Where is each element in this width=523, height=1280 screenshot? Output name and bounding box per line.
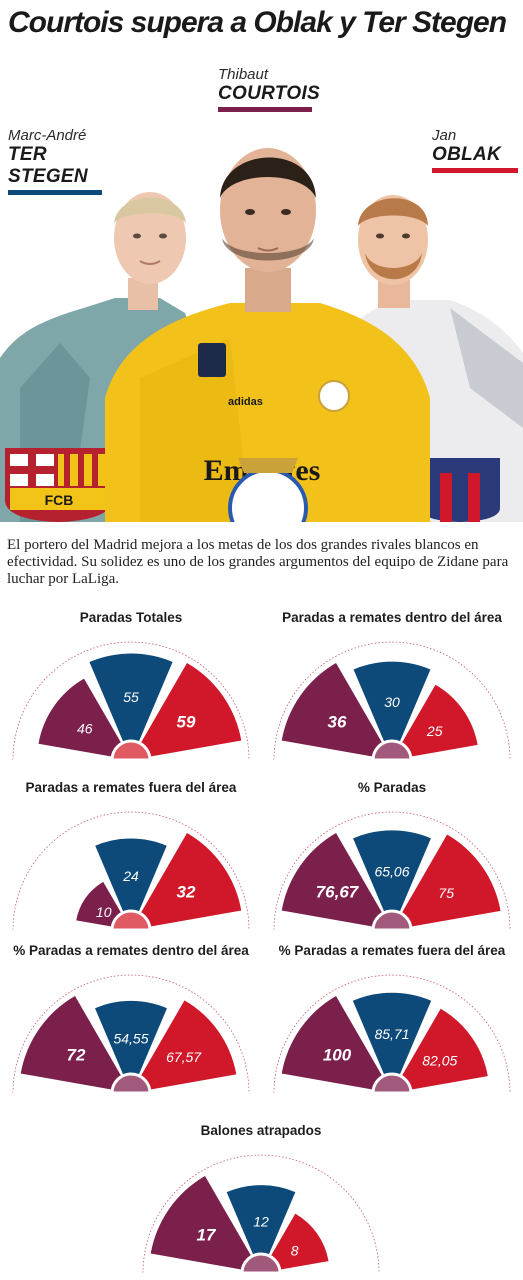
wedge-oblak [400,684,478,758]
courtois-name-block: Thibaut COURTOIS [218,66,320,112]
wedge-oblak [139,663,242,758]
chart-hub [110,1072,152,1095]
oblak-first-name: Jan [432,127,457,144]
intro-text: El portero del Madrid mejora a los metas… [7,537,509,587]
chart-hub [110,909,152,932]
wedge-ter-stegen [95,1000,167,1078]
chart-graphic: 10 24 32 [12,811,250,932]
chart-panel: % Paradas a remates dentro del área 72 54,… [2,943,260,1095]
oblak-last-name: OBLAK [432,144,502,165]
value-label-ter-stegen: 65,06 [374,863,409,879]
value-label-oblak: 59 [177,713,196,732]
value-label-courtois: 46 [77,721,93,737]
chart-title: Paradas a remates dentro del área [282,610,502,625]
barcelona-crest: FCB [5,448,112,522]
ter-stegen-name-bar [8,190,102,195]
chart-graphic: 76,67 65,06 75 [273,811,511,932]
courtois-figure: adidas Emirates [105,148,430,522]
chart-hub [110,739,152,762]
value-label-courtois: 36 [328,713,347,732]
value-label-oblak: 25 [426,723,443,739]
wedge-courtois [38,678,123,758]
chart-panel: % Paradas a remates fuera del área 100 85,… [263,943,521,1095]
value-label-courtois: 72 [67,1046,86,1065]
chart-graphic: 36 30 25 [273,641,511,762]
chart-title: % Paradas a remates fuera del área [278,943,506,958]
wedge-oblak [139,833,242,928]
value-label-ter-stegen: 55 [123,689,139,705]
value-label-ter-stegen: 54,55 [113,1031,148,1047]
chart-graphic: 17 12 8 [142,1154,380,1275]
ter-stegen-first-name: Marc-André [8,127,87,144]
value-label-ter-stegen: 24 [122,868,139,884]
wedge-oblak [400,1008,488,1091]
chart-graphic: 100 85,71 82,05 [273,974,511,1095]
wedge-ter-stegen [89,653,173,745]
goalkeepers-photo: FCB adidas Emirates [0,128,523,522]
courtois-name-bar [218,107,312,112]
chart-graphic: 72 54,55 67,57 [12,974,250,1095]
value-label-ter-stegen: 12 [253,1213,269,1229]
wedge-courtois [281,833,384,928]
value-label-ter-stegen: 85,71 [374,1026,409,1042]
chart-panel: % Paradas 76,67 65,06 75 [263,780,521,932]
chart-panel: Paradas a remates dentro del área 36 30 25 [263,610,521,762]
courtois-first-name: Thibaut [218,66,269,83]
value-label-oblak: 8 [291,1242,299,1258]
headline: Courtois supera a Oblak y Ter Stegen [8,6,507,39]
value-label-courtois: 10 [96,904,112,920]
value-label-oblak: 32 [177,883,196,902]
chart-hub [240,1252,282,1275]
value-label-oblak: 82,05 [422,1053,457,1069]
wedge-oblak [400,834,501,928]
wedge-ter-stegen [226,1185,296,1258]
chart-panel: Balones atrapados 17 12 8 [132,1123,390,1275]
value-label-oblak: 67,57 [166,1049,202,1065]
courtois-last-name: COURTOIS [218,83,320,104]
chart-hub [371,909,413,932]
chart-title: % Paradas a remates dentro del área [13,943,249,958]
wedge-courtois [281,663,384,758]
ter-stegen-last-name: TER STEGEN [8,144,88,187]
wedge-courtois [281,996,384,1091]
chart-title: % Paradas [357,780,427,795]
chart-title: Balones atrapados [200,1123,322,1138]
chart-hub [371,739,413,762]
wedge-courtois [20,996,123,1091]
chart-graphic: 46 55 59 [12,641,250,762]
wedge-ter-stegen [95,838,167,915]
wedge-courtois [150,1176,253,1271]
wedge-ter-stegen [353,661,431,745]
chart-panel: Paradas a remates fuera del área 10 24 32 [2,780,260,932]
value-label-oblak: 75 [438,885,454,901]
oblak-name-block: Jan OBLAK [432,127,522,173]
ter-stegen-name-block: Marc-André TER STEGEN [8,127,128,195]
svg-text:adidas: adidas [228,396,263,408]
wedge-ter-stegen [353,830,431,915]
value-label-courtois: 100 [323,1046,352,1065]
goalkeepers-illustration: FCB adidas Emirates [0,148,523,522]
value-label-ter-stegen: 30 [384,694,400,710]
oblak-name-bar [432,168,518,173]
chart-title: Paradas Totales [79,610,183,625]
chart-panel: Paradas Totales 46 55 59 [2,610,260,762]
value-label-courtois: 76,67 [316,883,360,902]
value-label-courtois: 17 [197,1226,217,1245]
wedge-oblak [269,1213,329,1271]
chart-title: Paradas a remates fuera del área [25,780,237,795]
chart-hub [371,1072,413,1095]
wedge-ter-stegen [352,992,432,1078]
wedge-courtois [76,881,123,928]
svg-text:FCB: FCB [45,492,74,508]
wedge-oblak [139,1000,237,1091]
